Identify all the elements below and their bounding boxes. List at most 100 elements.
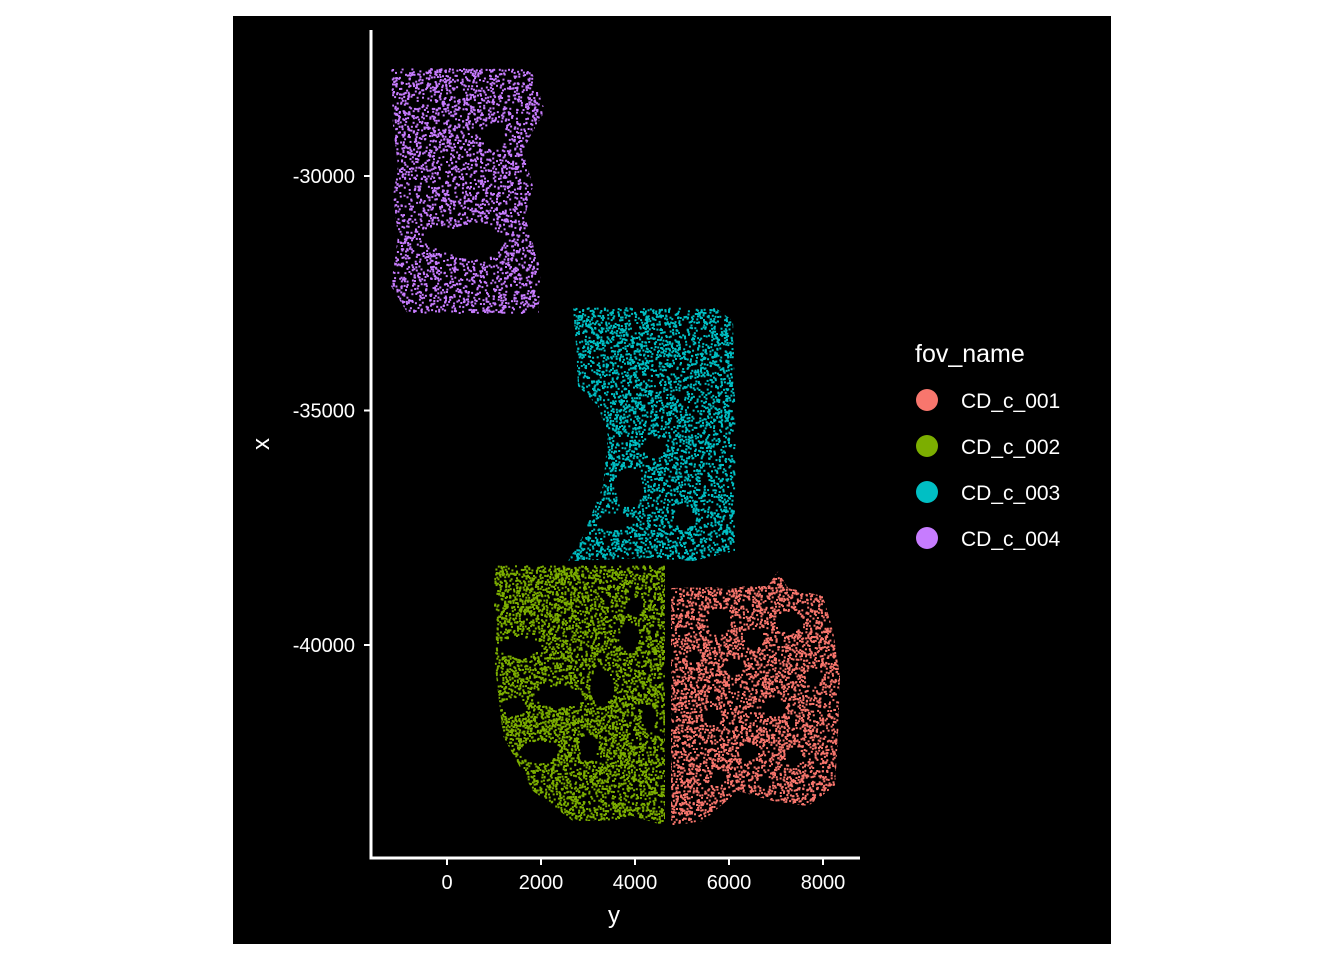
data-point	[828, 592, 831, 595]
data-point	[707, 612, 710, 615]
data-point	[750, 675, 753, 678]
data-point	[775, 776, 778, 779]
data-point	[797, 797, 800, 800]
data-point	[841, 788, 843, 790]
data-point	[757, 667, 760, 670]
data-point	[748, 740, 751, 743]
data-point	[697, 593, 700, 596]
data-point	[792, 771, 795, 773]
data-point	[784, 717, 787, 720]
data-point	[753, 592, 756, 595]
data-point	[730, 630, 733, 633]
data-point	[812, 815, 815, 817]
data-point	[700, 801, 703, 804]
data-point	[824, 686, 827, 689]
data-point	[672, 584, 675, 587]
data-point	[762, 788, 765, 791]
data-point	[730, 650, 733, 653]
data-point	[766, 747, 769, 750]
data-point	[692, 704, 695, 707]
data-point	[673, 792, 676, 795]
data-point	[675, 790, 678, 793]
data-point	[754, 700, 757, 703]
data-point	[749, 725, 752, 727]
data-point	[685, 810, 688, 813]
data-point	[748, 726, 751, 728]
data-point	[769, 616, 771, 619]
data-point	[717, 766, 720, 769]
data-point	[711, 765, 714, 768]
data-point	[778, 603, 781, 605]
data-point	[773, 612, 776, 615]
data-point	[750, 821, 753, 824]
data-point	[680, 766, 683, 769]
data-point	[671, 695, 673, 698]
data-point	[774, 669, 777, 672]
data-point	[821, 680, 824, 683]
data-point	[808, 758, 811, 761]
data-point	[800, 806, 803, 809]
data-point	[809, 575, 812, 578]
data-point	[672, 732, 675, 735]
data-point	[794, 698, 797, 701]
data-point	[837, 593, 840, 596]
data-point	[786, 789, 789, 792]
data-point	[696, 787, 699, 790]
data-point	[762, 743, 765, 746]
data-point	[686, 621, 689, 624]
data-point	[699, 614, 702, 617]
data-point	[671, 572, 674, 575]
data-point	[754, 675, 757, 678]
data-point	[680, 711, 683, 714]
data-point	[695, 711, 698, 713]
data-point	[788, 669, 791, 671]
data-point	[704, 706, 707, 709]
data-point	[668, 599, 670, 601]
data-point	[771, 820, 773, 822]
data-point	[769, 789, 772, 792]
data-point	[733, 638, 736, 641]
data-point	[772, 811, 775, 814]
data-point	[818, 646, 821, 649]
data-point	[733, 571, 735, 573]
data-point	[799, 649, 802, 652]
data-point	[831, 810, 834, 813]
data-point	[798, 571, 801, 572]
data-point	[800, 708, 803, 711]
data-point	[747, 625, 750, 628]
data-point	[777, 742, 780, 745]
data-point	[792, 814, 795, 817]
data-point	[805, 655, 807, 658]
data-point	[674, 627, 677, 630]
data-point	[837, 741, 840, 744]
data-point	[840, 658, 842, 660]
data-point	[723, 693, 726, 696]
data-point	[830, 584, 833, 587]
data-point	[682, 589, 685, 592]
data-point	[687, 677, 690, 680]
data-point	[748, 578, 751, 581]
data-point	[767, 584, 770, 587]
data-point	[787, 747, 790, 750]
data-point	[801, 640, 804, 643]
data-point	[726, 634, 728, 636]
data-point	[810, 665, 813, 668]
data-point	[760, 809, 763, 812]
data-point	[742, 605, 745, 608]
data-point	[767, 686, 770, 688]
data-point	[748, 598, 751, 601]
data-point	[713, 806, 716, 808]
data-point	[761, 761, 764, 764]
data-point	[783, 776, 786, 779]
data-point	[832, 585, 835, 588]
data-point	[826, 816, 829, 819]
data-point	[814, 794, 817, 797]
data-point	[841, 647, 843, 649]
data-point	[821, 661, 824, 664]
data-point	[741, 673, 744, 676]
data-point	[755, 663, 758, 666]
data-point	[683, 675, 686, 678]
data-point	[814, 752, 817, 755]
data-point	[691, 721, 694, 724]
data-point	[731, 745, 734, 748]
